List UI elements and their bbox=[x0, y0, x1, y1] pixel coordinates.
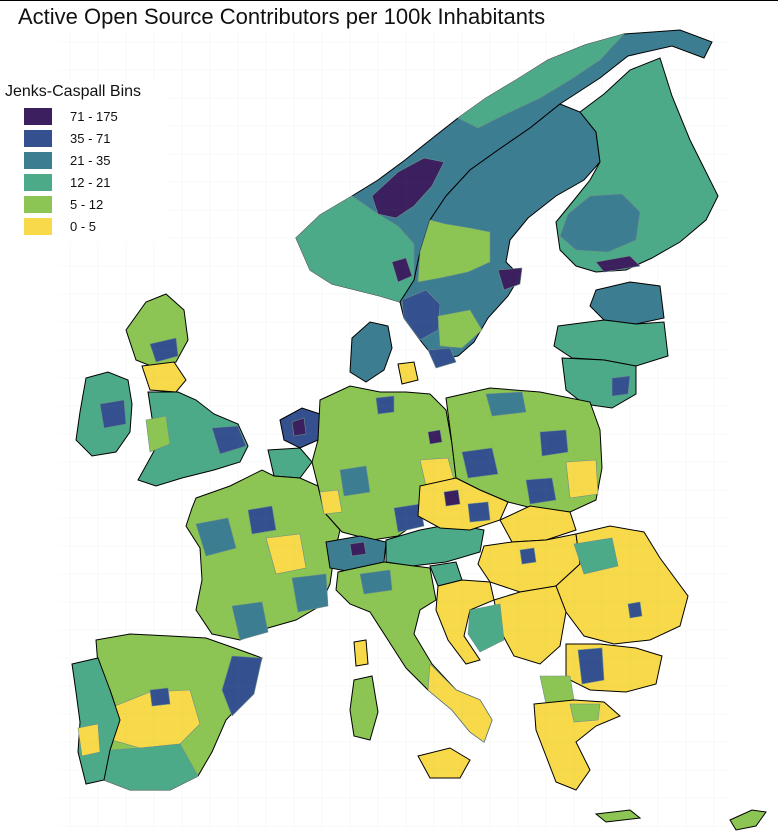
legend-label: 71 - 175 bbox=[70, 109, 118, 124]
region-krakow bbox=[525, 477, 557, 505]
region-vilnius bbox=[611, 375, 631, 397]
region-zealand bbox=[397, 361, 419, 385]
legend-label: 12 - 21 bbox=[70, 175, 111, 190]
legend-label: 5 - 12 bbox=[70, 197, 104, 212]
legend-swatch bbox=[24, 130, 52, 147]
top-border-line bbox=[0, 0, 778, 1]
region-northern-england bbox=[141, 361, 187, 393]
region-belgium bbox=[267, 447, 313, 479]
region-north-macedonia bbox=[539, 675, 575, 705]
map-title: Active Open Source Contributors per 100k… bbox=[18, 4, 546, 29]
legend-swatch bbox=[24, 218, 52, 235]
region-south-italy bbox=[427, 663, 493, 743]
legend: Jenks-Caspall Bins 71 - 175 35 - 71 21 -… bbox=[0, 80, 168, 242]
region-bucharest bbox=[627, 601, 643, 619]
region-frankfurt bbox=[339, 465, 371, 497]
region-sardinia bbox=[349, 675, 379, 741]
region-lyon bbox=[291, 573, 329, 613]
region-greater-poland bbox=[461, 447, 499, 479]
region-alsace bbox=[319, 489, 343, 515]
region-corsica bbox=[353, 639, 369, 667]
legend-label: 0 - 5 bbox=[70, 219, 97, 234]
region-serbia bbox=[493, 585, 567, 665]
region-lisbon bbox=[77, 723, 101, 757]
region-sofia bbox=[577, 647, 605, 685]
region-brno bbox=[467, 501, 491, 523]
region-cyprus bbox=[729, 809, 767, 831]
legend-label: 21 - 35 bbox=[70, 153, 111, 168]
legend-swatch bbox=[24, 196, 52, 213]
region-madrid-core bbox=[149, 687, 171, 707]
region-paris bbox=[247, 505, 277, 535]
legend-swatch bbox=[24, 152, 52, 169]
region-hamburg bbox=[375, 395, 395, 415]
region-denmark bbox=[349, 321, 393, 383]
region-estonia bbox=[589, 281, 665, 325]
region-crete bbox=[594, 809, 642, 823]
region-prague bbox=[443, 489, 461, 507]
region-thessaloniki bbox=[569, 703, 601, 723]
region-bosnia bbox=[467, 603, 505, 653]
region-andalusia bbox=[103, 743, 199, 791]
legend-swatch bbox=[24, 174, 52, 191]
legend-swatch bbox=[24, 108, 52, 125]
region-warsaw bbox=[539, 429, 569, 457]
region-budapest bbox=[519, 547, 537, 565]
region-sicily bbox=[417, 747, 471, 779]
region-pomerania bbox=[485, 391, 527, 417]
region-berlin bbox=[427, 429, 443, 445]
region-milan bbox=[359, 569, 393, 595]
legend-label: 35 - 71 bbox=[70, 131, 111, 146]
legend-title: Jenks-Caspall Bins bbox=[5, 83, 142, 100]
region-zurich bbox=[349, 541, 367, 557]
region-dublin bbox=[99, 399, 127, 429]
region-east-poland bbox=[565, 459, 599, 499]
